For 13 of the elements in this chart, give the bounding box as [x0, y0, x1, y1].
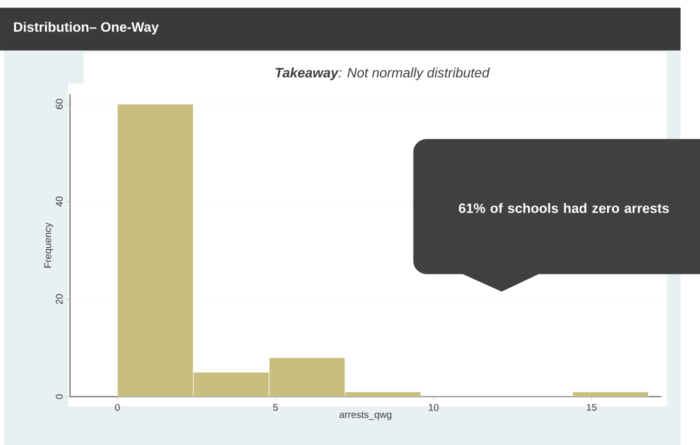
y-tick-label: 40 [56, 196, 63, 207]
annotation: 61% of schools had zero arrests [458, 202, 669, 213]
y-tick-label: 60 [56, 98, 63, 109]
x-tick-label: 0 [115, 404, 120, 411]
x-tick-label: 5 [273, 404, 278, 411]
x-tick-label: 10 [428, 404, 439, 411]
y-tick-label: 0 [56, 394, 63, 399]
x-tick-label: 15 [586, 404, 597, 411]
y-tick-label: 20 [56, 294, 63, 304]
x-axis-title: arrests_qwg [340, 412, 392, 420]
chart-title: Distribution– One-Way [14, 22, 159, 34]
y-axis-title: Frequency [44, 222, 54, 268]
chart-subtitle: Takeaway: Not normally distributed [276, 67, 490, 80]
